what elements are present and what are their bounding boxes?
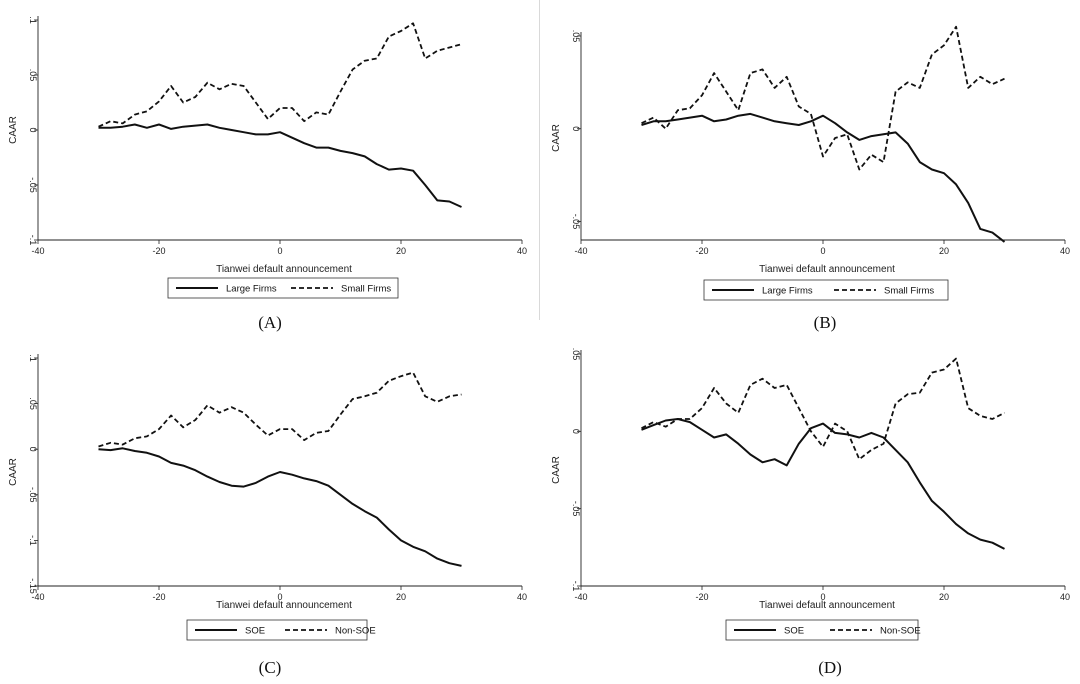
series-line-dashed [98,22,462,128]
x-tick-label: 40 [517,246,527,256]
y-tick-label: -.1 [28,235,38,246]
caption-b: (B) [813,313,837,332]
y-tick-label: 0 [571,429,581,434]
chart-panel-c: -40 -20 0 20 40 -.15 -.1 -.05 0 .05 .1 CAAR Tianwei … [0,338,540,648]
legend-label: Large Firms [226,284,277,295]
panel-divider [539,0,540,320]
y-axis-title: CAAR [8,458,19,486]
series-line-solid [98,123,462,208]
chart-c-svg: -40 -20 0 20 40 -.15 -.1 -.05 0 .05 .1 CAAR Tianwei … [8,354,527,641]
chart-panel-a: -40 -20 0 20 40 -.1 -.05 0 .05 .1 CAAR Tianwei defa… [0,0,540,300]
y-tick-label: 0 [28,127,38,132]
y-axis-title: CAAR [551,456,562,484]
y-tick-label: -.1 [28,535,38,546]
x-axis-title: Tianwei default announcement [759,264,895,275]
x-tick-label: 40 [517,592,527,602]
caption-d: (D) [818,658,842,677]
x-tick-label: -40 [574,592,587,602]
x-tick-label: 0 [277,246,282,256]
x-tick-label: 0 [277,592,282,602]
y-tick-label: -.15 [28,578,38,594]
x-axis-title: Tianwei default announcement [216,600,352,611]
chart-panel-d: -40 -20 0 20 40 -.1 -.05 0 .05 CAAR Tianwei defaul… [540,338,1080,648]
y-tick-label: -.05 [28,177,38,193]
y-tick-label: .1 [28,16,38,24]
legend-box [703,279,949,301]
x-tick-label: 20 [939,592,949,602]
y-axis-title: CAAR [8,116,19,144]
y-tick-label: .05 [28,69,38,82]
series-line-dashed [98,371,462,448]
x-tick-label: 0 [820,592,825,602]
x-tick-label: -40 [31,246,44,256]
series-line-dashed [641,25,1005,171]
y-tick-label: -.05 [571,214,581,230]
chart-d-svg: -40 -20 0 20 40 -.1 -.05 0 .05 CAAR Tianwei defaul… [551,348,1070,641]
x-tick-label: 0 [820,246,825,256]
y-axis-title: CAAR [551,124,562,152]
legend-box [725,619,919,641]
legend-label: SOE [245,626,265,637]
x-tick-label: -20 [695,246,708,256]
legend-label: Non-SOE [880,626,921,637]
x-tick-label: 20 [396,246,406,256]
chart-a-svg: -40 -20 0 20 40 -.1 -.05 0 .05 .1 CAAR Tianwei defa… [8,16,527,299]
x-tick-label: -40 [31,592,44,602]
series-line-dashed [641,357,1005,461]
y-tick-label: 0 [571,126,581,131]
x-tick-label: -20 [152,246,165,256]
x-tick-label: 40 [1060,246,1070,256]
legend-label: Large Firms [762,286,813,297]
y-tick-label: -.05 [571,501,581,517]
y-tick-label: .05 [571,348,581,361]
series-line-solid [641,418,1005,550]
series-line-solid [98,447,462,567]
legend-label: Small Firms [341,284,391,295]
y-tick-label: .05 [571,30,581,43]
legend-label: Small Firms [884,286,934,297]
series-line-solid [641,112,1006,243]
legend-box [186,619,368,641]
y-tick-label: -.1 [571,581,581,592]
legend-label: Non-SOE [335,626,376,637]
x-tick-label: -20 [152,592,165,602]
caption-a: (A) [258,313,282,332]
chart-b-svg: -40 -20 0 20 40 -.05 0 .05 CAAR Tianwei default a… [551,25,1070,301]
chart-panel-b: -40 -20 0 20 40 -.05 0 .05 CAAR Tianwei default a… [540,0,1080,301]
legend-label: SOE [784,626,804,637]
y-tick-label: 0 [28,447,38,452]
x-tick-label: 40 [1060,592,1070,602]
x-axis-title: Tianwei default announcement [216,264,352,275]
x-axis-title: Tianwei default announcement [759,600,895,611]
caption-c: (C) [258,658,282,677]
y-tick-label: .05 [28,397,38,410]
x-tick-label: -40 [574,246,587,256]
y-tick-label: -.05 [28,487,38,503]
x-tick-label: 20 [939,246,949,256]
legend-box [167,277,399,299]
x-tick-label: 20 [396,592,406,602]
x-tick-label: -20 [695,592,708,602]
y-tick-label: .1 [28,354,38,362]
